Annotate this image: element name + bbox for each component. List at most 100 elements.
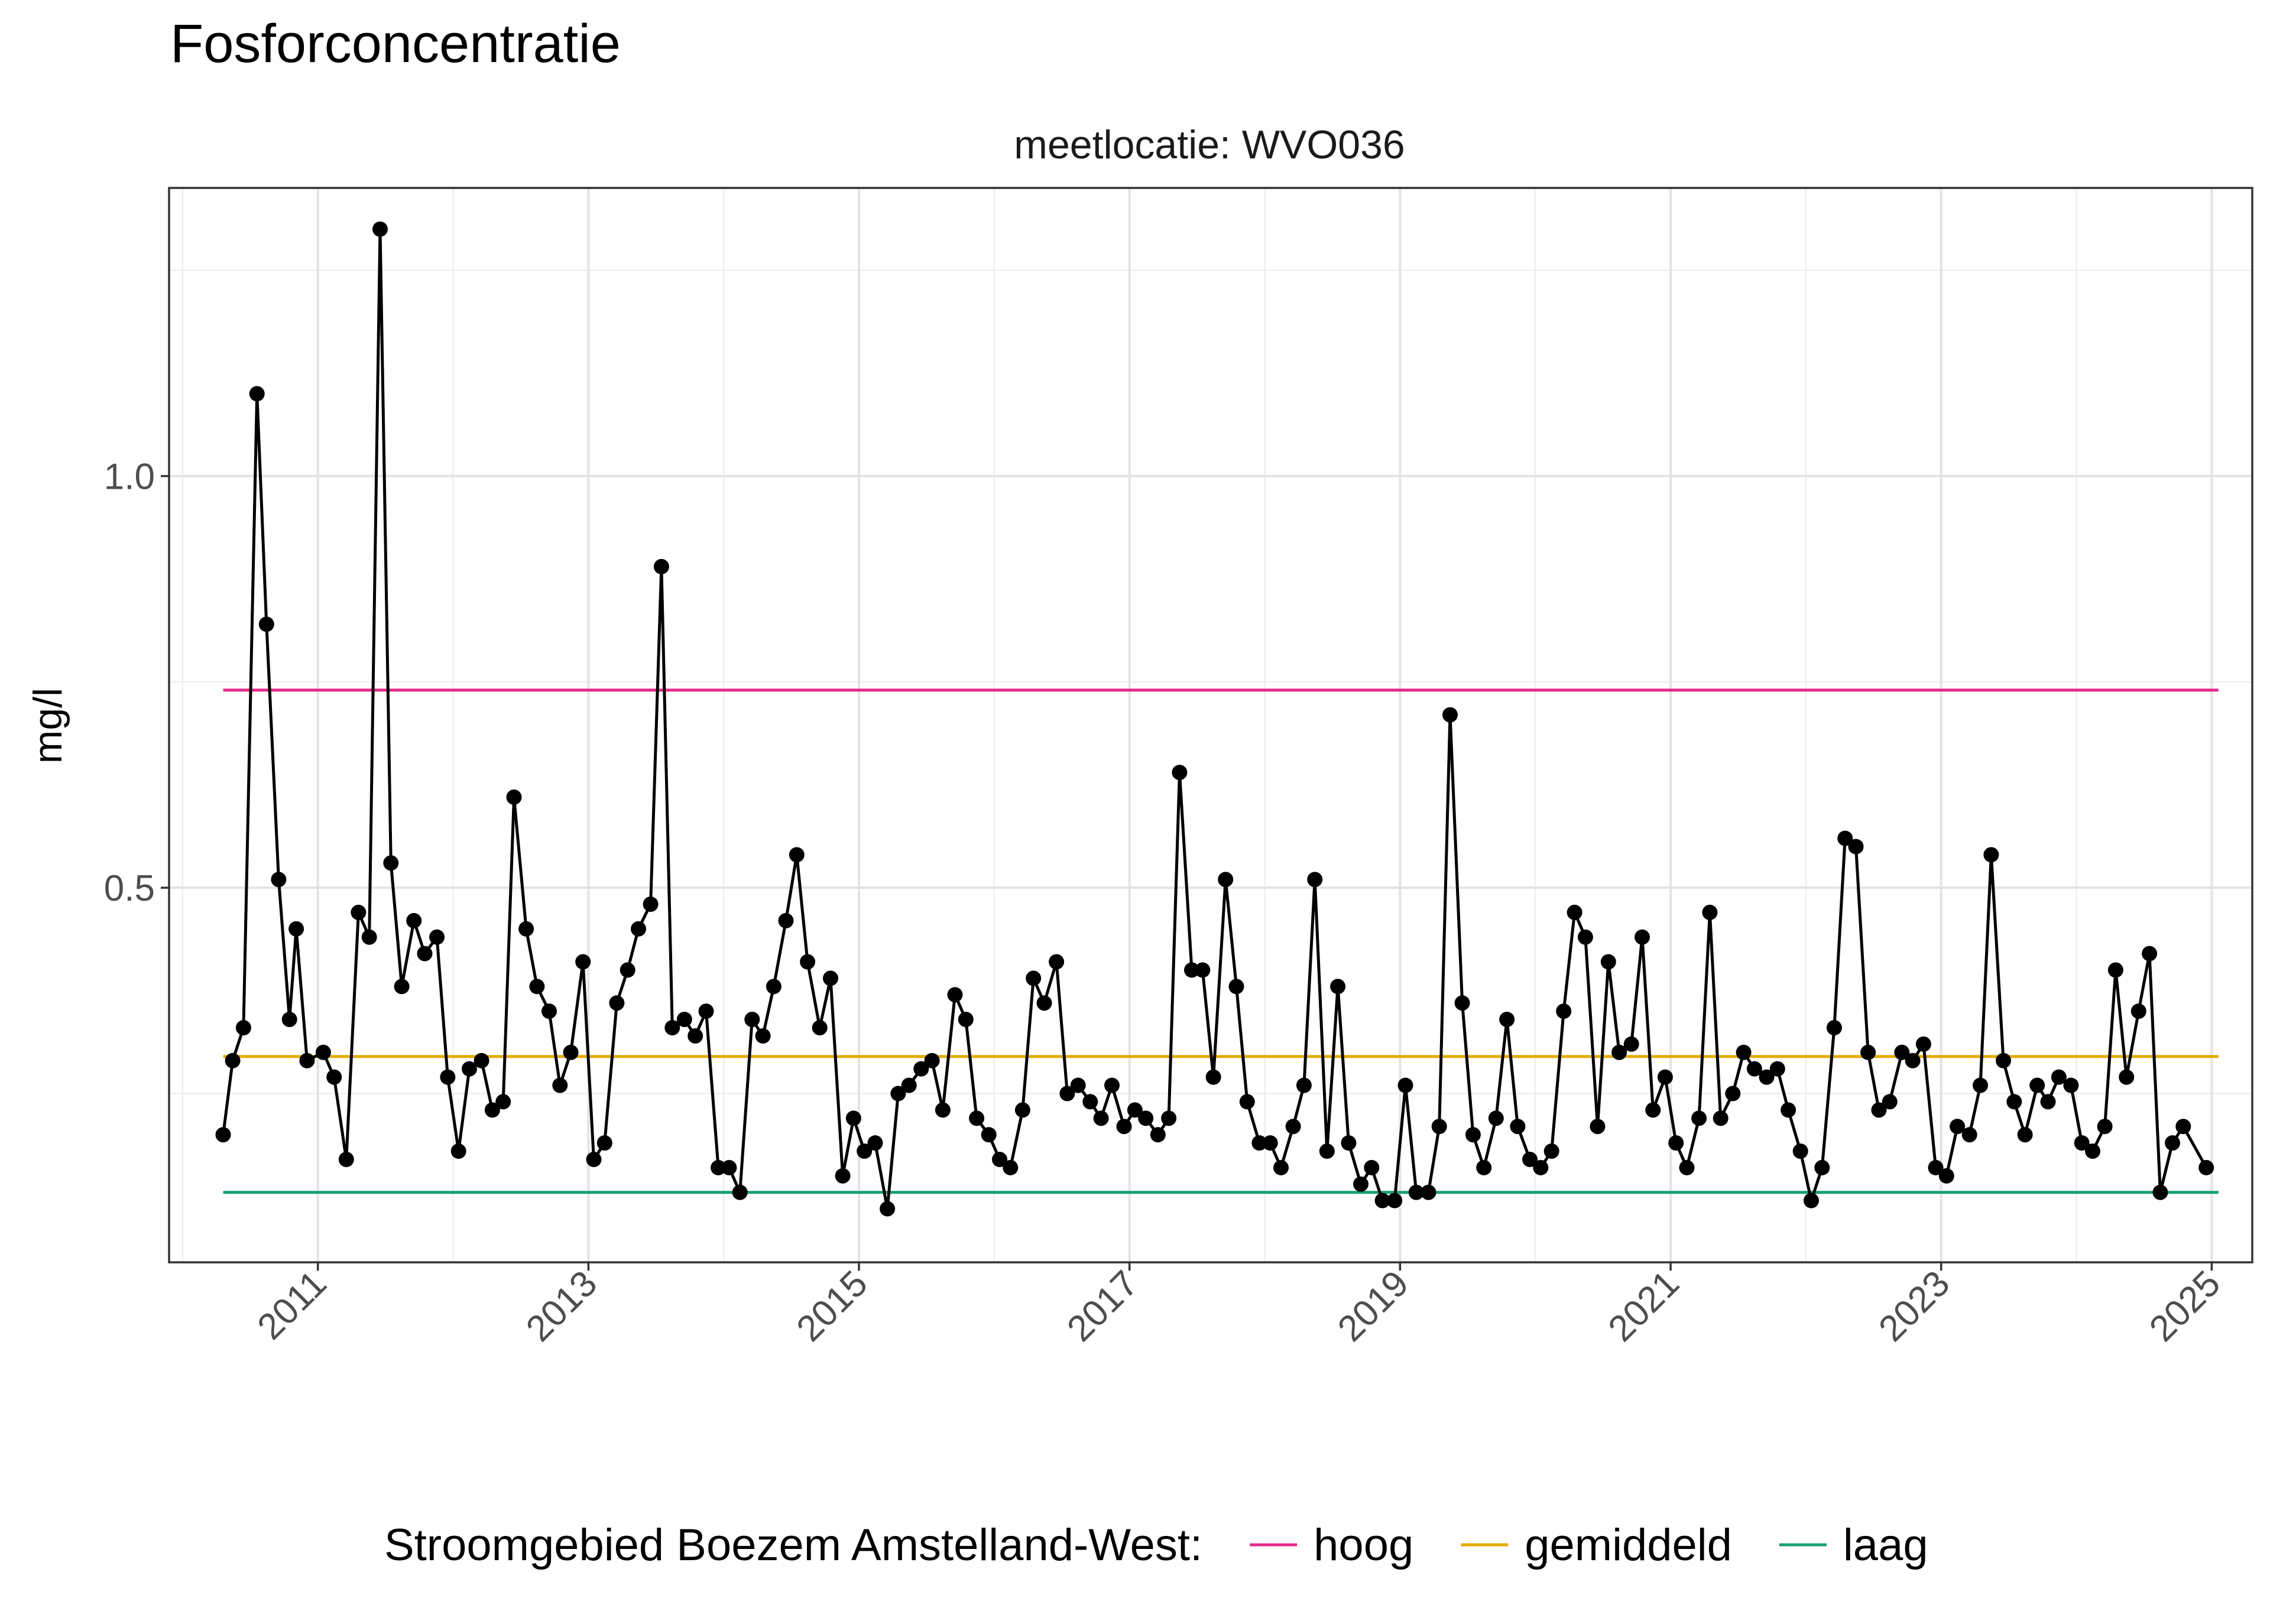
data-point — [518, 921, 534, 937]
data-point — [1826, 1020, 1842, 1035]
data-point — [495, 1094, 511, 1110]
legend: Stroomgebied Boezem Amstelland-West: hoo… — [384, 1520, 1928, 1570]
data-point — [1026, 970, 1042, 986]
data-point — [732, 1184, 748, 1200]
data-point — [249, 386, 265, 402]
data-point — [643, 897, 659, 912]
panel-border — [168, 187, 2253, 1264]
data-point — [1239, 1094, 1255, 1110]
data-point — [1533, 1159, 1549, 1175]
data-point — [596, 1135, 612, 1151]
data-point — [1330, 979, 1346, 995]
data-point — [1814, 1159, 1830, 1175]
data-point — [406, 912, 422, 928]
data-point — [2165, 1135, 2180, 1151]
data-point — [417, 946, 433, 962]
data-point — [835, 1168, 851, 1184]
data-point — [1341, 1135, 1357, 1151]
data-point — [541, 1003, 557, 1019]
data-point — [1950, 1119, 1966, 1135]
data-point — [1871, 1102, 1887, 1118]
data-point — [1668, 1135, 1684, 1151]
data-point — [1285, 1119, 1301, 1135]
data-point — [711, 1159, 727, 1175]
data-point — [2006, 1094, 2022, 1110]
data-point — [676, 1012, 692, 1027]
data-point — [1713, 1110, 1729, 1126]
data-point — [2074, 1135, 2090, 1151]
data-point — [688, 1028, 703, 1044]
data-point — [1273, 1159, 1289, 1175]
data-point — [1070, 1077, 1086, 1093]
data-point — [992, 1151, 1007, 1167]
data-point — [698, 1003, 714, 1019]
data-point — [1905, 1053, 1921, 1068]
data-point — [1195, 962, 1211, 978]
data-point — [1454, 995, 1470, 1011]
data-point — [1645, 1102, 1661, 1118]
data-point — [867, 1135, 883, 1151]
data-point — [2175, 1119, 2191, 1135]
data-point — [462, 1061, 477, 1077]
data-point — [1522, 1151, 1538, 1167]
data-point — [1691, 1110, 1707, 1126]
data-point — [1184, 962, 1199, 978]
data-point — [1465, 1127, 1481, 1143]
data-point — [1093, 1110, 1109, 1126]
series-line — [222, 228, 2208, 1210]
data-point — [1848, 839, 1864, 855]
data-point — [383, 855, 399, 871]
data-point — [351, 904, 367, 920]
data-point — [1374, 1193, 1390, 1209]
data-point — [575, 954, 591, 970]
data-point — [440, 1069, 456, 1085]
data-point — [981, 1127, 997, 1143]
data-point — [823, 970, 838, 986]
data-point — [1792, 1143, 1808, 1159]
data-point — [1387, 1193, 1403, 1209]
data-point — [1882, 1094, 1898, 1110]
data-point — [271, 872, 287, 888]
data-point — [1983, 847, 1999, 863]
data-point — [1205, 1069, 1221, 1085]
data-point — [450, 1143, 466, 1159]
data-point — [1049, 954, 1065, 970]
data-point — [2040, 1094, 2056, 1110]
data-point — [1837, 830, 1853, 846]
data-point — [1746, 1061, 1762, 1077]
data-point — [1915, 1036, 1931, 1052]
data-point — [609, 995, 625, 1011]
data-point — [1860, 1044, 1876, 1060]
data-point — [474, 1053, 489, 1068]
data-point — [653, 558, 669, 574]
data-point — [1003, 1159, 1019, 1175]
data-point — [1725, 1086, 1741, 1102]
data-point — [1769, 1061, 1785, 1077]
y-tick-label: 1.0 — [104, 457, 155, 498]
data-point — [664, 1020, 680, 1035]
data-point — [1251, 1135, 1267, 1151]
data-point — [1996, 1053, 2011, 1068]
legend-label-laag: laag — [1843, 1520, 1928, 1570]
data-point — [1894, 1044, 1910, 1060]
data-point — [812, 1020, 828, 1035]
data-point — [880, 1201, 896, 1217]
data-point — [2085, 1143, 2100, 1159]
data-point — [1296, 1077, 1312, 1093]
data-point — [1961, 1127, 1977, 1143]
data-point — [552, 1077, 568, 1093]
data-point — [225, 1053, 241, 1068]
grid-lines — [169, 188, 2252, 1262]
data-point — [1307, 872, 1323, 888]
data-point — [288, 921, 304, 937]
data-point — [1623, 1036, 1639, 1052]
data-point — [326, 1069, 342, 1085]
data-point — [215, 1127, 231, 1143]
data-point — [1600, 954, 1616, 970]
data-point — [1364, 1159, 1380, 1175]
data-point — [766, 979, 781, 995]
data-point — [2063, 1077, 2079, 1093]
data-point — [755, 1028, 771, 1044]
data-point — [1804, 1193, 1819, 1209]
